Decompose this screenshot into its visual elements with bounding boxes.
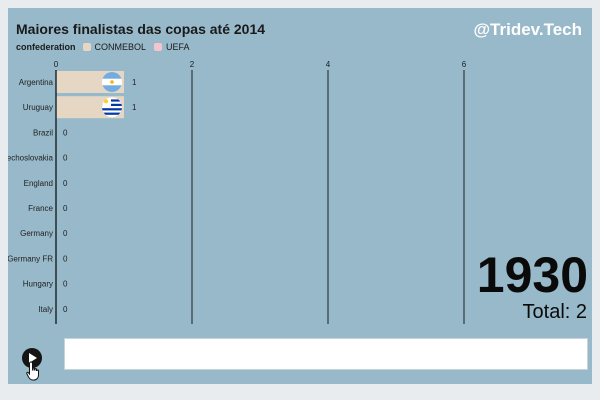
value-label: 1 [132, 103, 137, 112]
category-label: Hungary [23, 280, 53, 289]
category-label: Italy [38, 305, 53, 314]
argentina-flag-icon [102, 72, 122, 92]
play-icon [29, 353, 37, 363]
legend-swatch-conmebol [82, 43, 91, 51]
category-label: Czechoslovakia [8, 154, 54, 163]
category-label: Uruguay [23, 103, 53, 112]
play-button[interactable] [22, 348, 42, 368]
bar-chart: 0 2 4 6 Argentina Uruguay Brazil Czechoslovakia… [8, 60, 467, 324]
chart-frame: Maiores finalistas das copas até 2014 @T… [8, 8, 592, 384]
total-label: Total: 2 [522, 301, 587, 323]
value-label: 0 [63, 254, 68, 263]
x-tick-label: 0 [54, 60, 59, 69]
legend-title: confederation [16, 42, 76, 52]
timeline-slider[interactable] [64, 338, 588, 370]
category-label: England [24, 179, 53, 188]
value-label: 0 [63, 128, 68, 137]
value-label: 0 [63, 204, 68, 213]
legend-label-uefa: UEFA [166, 42, 190, 52]
legend-label-conmebol: CONMEBOL [94, 42, 147, 52]
legend: confederation CONMEBOL UEFA [16, 42, 194, 52]
hand-cursor-icon [26, 361, 39, 381]
category-label: Germany [20, 229, 53, 238]
category-label: Argentina [19, 78, 54, 87]
value-label: 0 [63, 229, 68, 238]
value-label: 0 [63, 179, 68, 188]
year-label: 1930 [476, 247, 588, 303]
x-tick-label: 4 [326, 60, 331, 69]
category-label: France [28, 204, 53, 213]
category-label: Brazil [33, 128, 53, 137]
x-tick-label: 2 [190, 60, 195, 69]
legend-swatch-uefa [154, 43, 163, 51]
value-label: 0 [63, 154, 68, 163]
value-label: 0 [63, 305, 68, 314]
value-label: 1 [132, 78, 137, 87]
category-label: Germany FR [8, 254, 53, 263]
x-tick-label: 6 [462, 60, 467, 69]
chart-title: Maiores finalistas das copas até 2014 [16, 21, 266, 37]
value-label: 0 [63, 280, 68, 289]
category-labels: Argentina Uruguay Brazil Czechoslovakia Engl… [8, 78, 54, 314]
uruguay-flag-icon [102, 97, 122, 118]
brand-watermark: @Tridev.Tech [473, 20, 582, 39]
